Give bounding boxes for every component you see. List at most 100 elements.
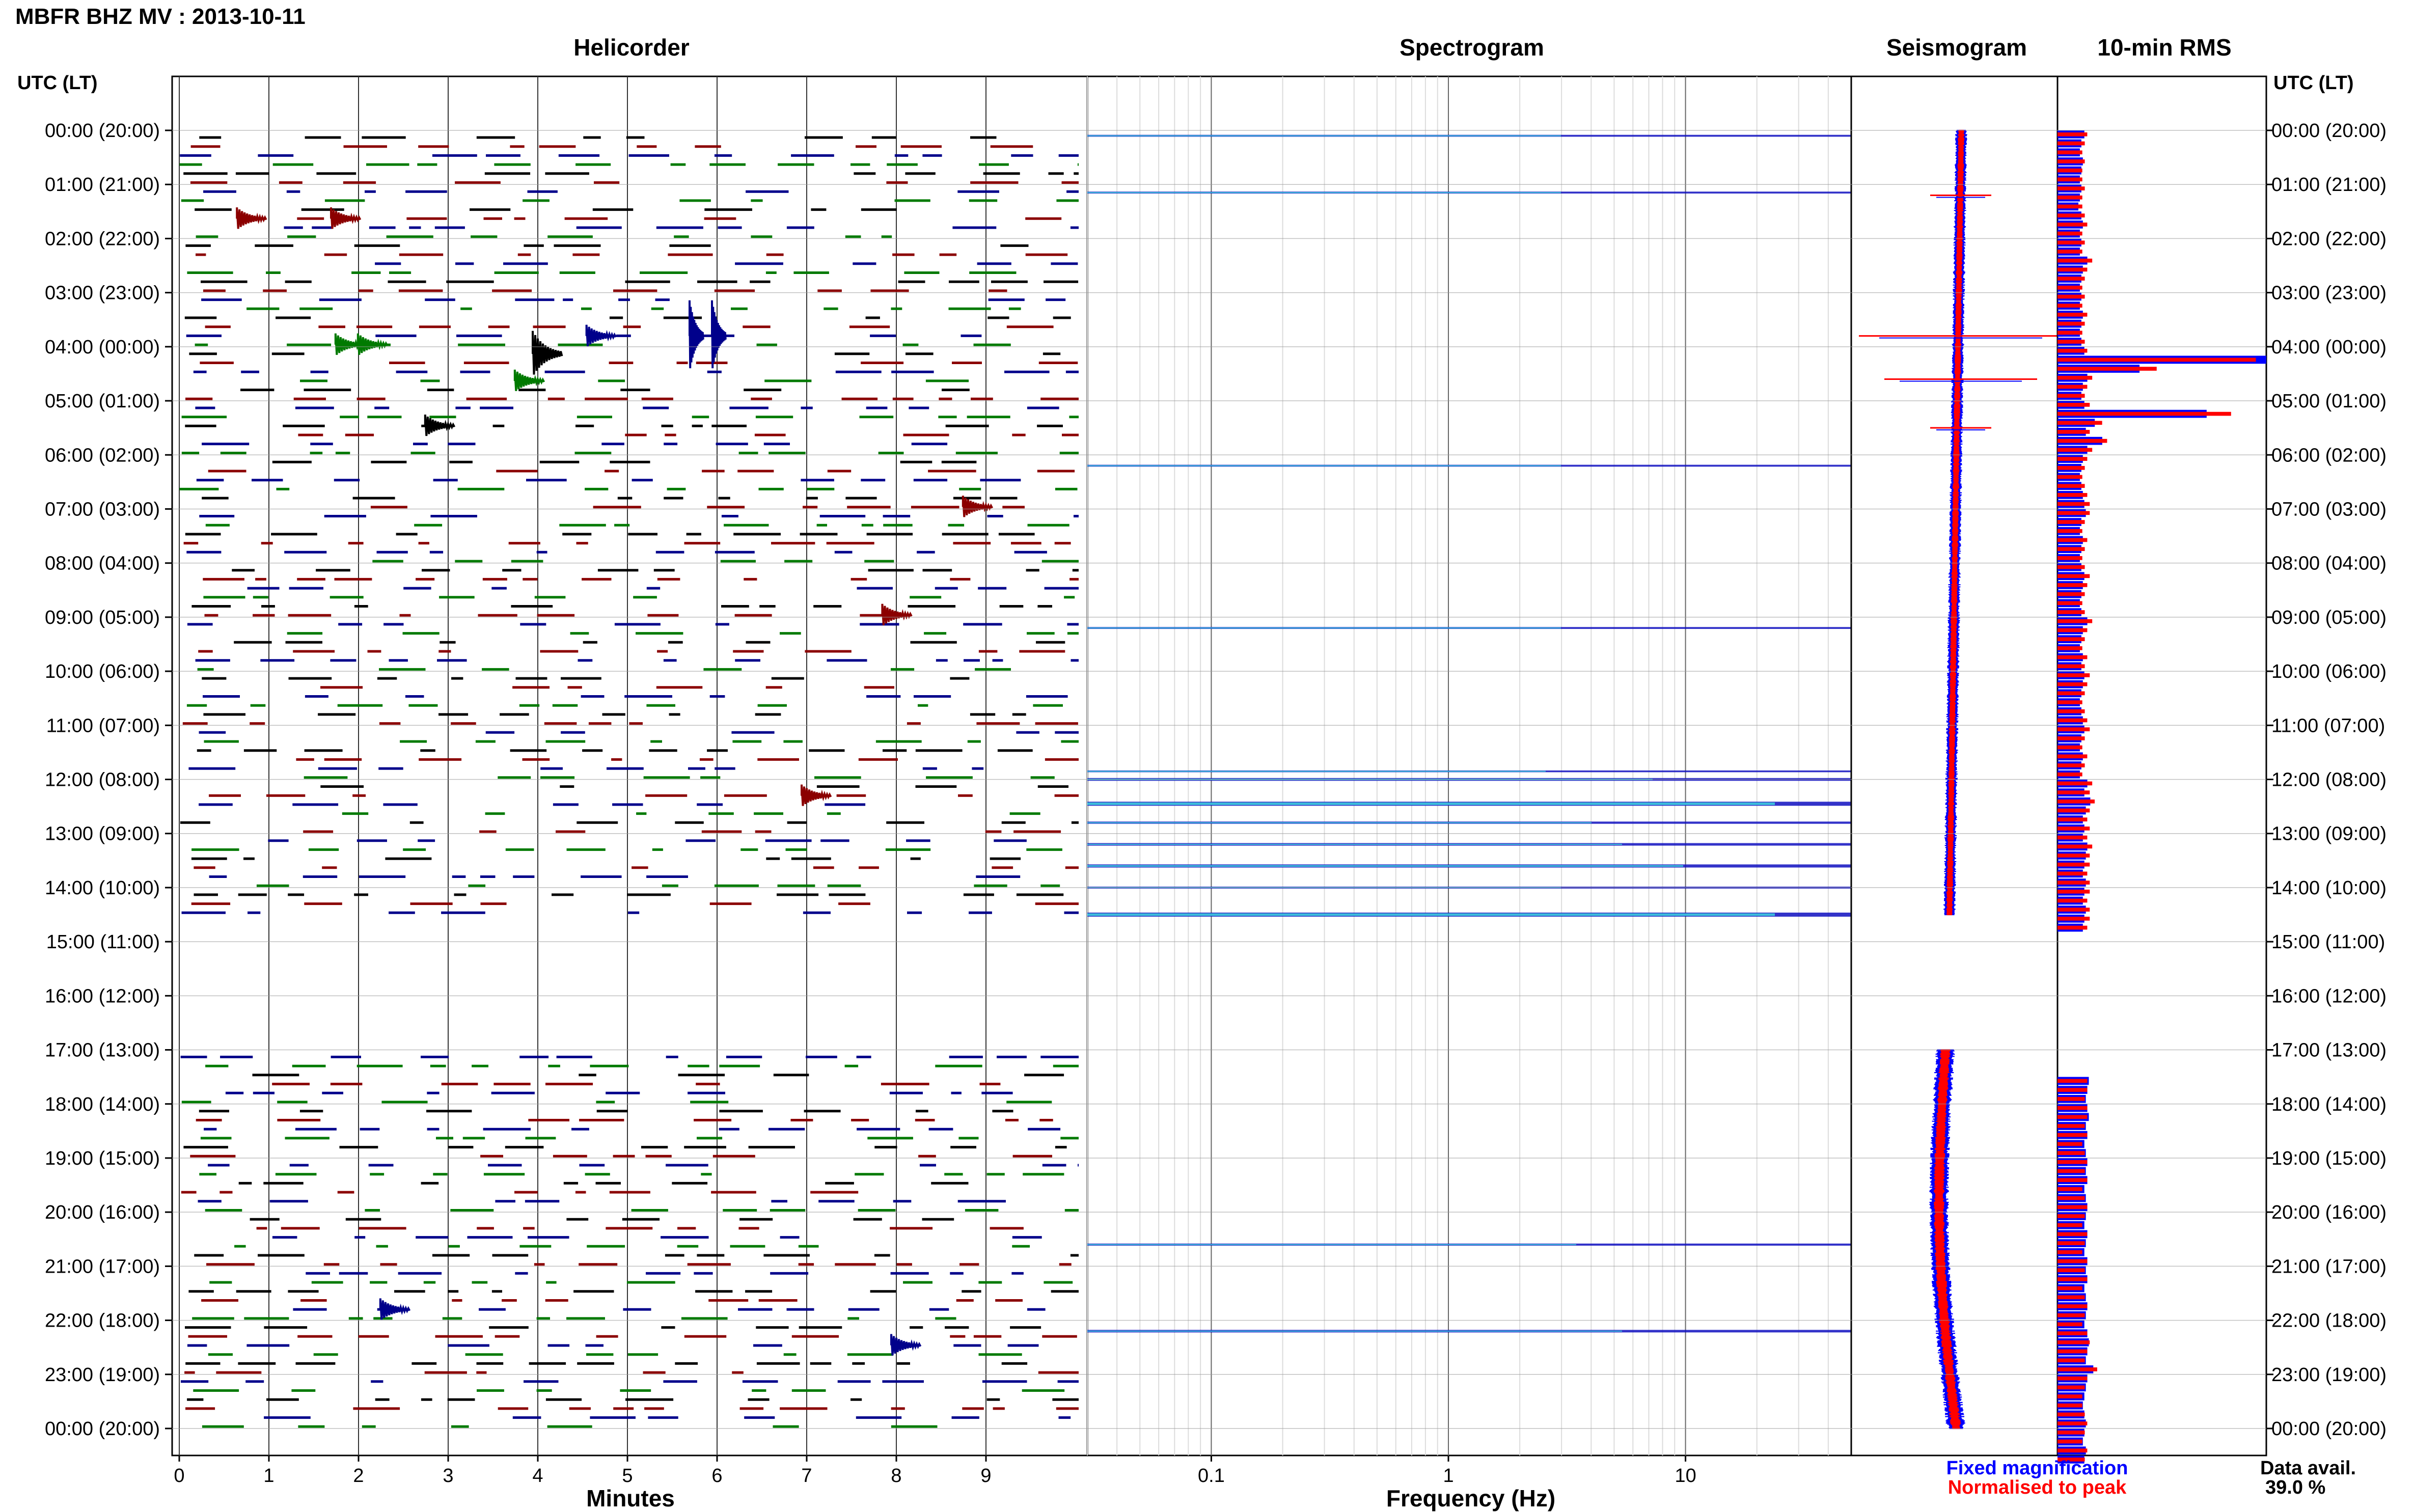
helicorder-event [801, 784, 832, 806]
rms-normalised-bar [2058, 854, 2090, 858]
right-time-label: 06:00 (02:00) [2271, 445, 2386, 466]
right-time-label: 02:00 (22:00) [2271, 228, 2386, 250]
left-time-label: 17:00 (13:00) [45, 1040, 160, 1061]
right-time-label: 18:00 (14:00) [2271, 1094, 2386, 1115]
rms-normalised-bar [2058, 484, 2085, 488]
rms-normalised-bar [2058, 908, 2090, 912]
rms-normalised-bar [2058, 1304, 2088, 1308]
rms-normalised-bar [2058, 1241, 2085, 1245]
rms-normalised-bar [2058, 195, 2082, 200]
helicorder-event [330, 207, 362, 229]
rms-normalised-bar [2058, 331, 2082, 335]
right-time-label: 09:00 (05:00) [2271, 607, 2386, 628]
rms-normalised-bar [2058, 763, 2085, 767]
left-time-label: 20:00 (16:00) [45, 1202, 160, 1223]
rms-normalised-bar [2058, 313, 2088, 317]
left-time-label: 09:00 (05:00) [45, 607, 160, 628]
helicorder-panel: 0 1 2 3 4 5 6 7 8 9 [171, 75, 1088, 1487]
rms-normalised-bar [2058, 682, 2088, 686]
left-time-label: 00:00 (20:00) [45, 1418, 160, 1440]
rms-normalised-bar [2058, 1205, 2088, 1209]
rms-normalised-bar [2058, 340, 2085, 344]
left-time-label: 02:00 (22:00) [45, 228, 160, 250]
rms-normalised-bar [2058, 673, 2090, 677]
rms-normalised-bar [2058, 213, 2085, 218]
rms-normalised-bar [2058, 1223, 2082, 1227]
right-time-label: 12:00 (08:00) [2271, 769, 2386, 791]
rms-normalised-bar [2058, 448, 2093, 452]
helicorder-tick-label: 5 [622, 1465, 633, 1487]
rms-normalised-bar [2058, 1097, 2085, 1101]
spectrogram-title: Spectrogram [1400, 34, 1544, 61]
rms-normalised-bar [2058, 844, 2093, 849]
rms-normalised-bar [2058, 1214, 2085, 1218]
rms-normalised-bar [2058, 1385, 2085, 1390]
rms-normalised-bar [2058, 538, 2088, 542]
rms-normalised-bar [2058, 610, 2085, 614]
rms-normalised-bar [2058, 1106, 2088, 1110]
rms-normalised-bar [2058, 159, 2085, 163]
left-time-label: 23:00 (19:00) [45, 1364, 160, 1386]
right-time-label: 05:00 (01:00) [2271, 391, 2386, 412]
rms-normalised-bar [2058, 430, 2090, 434]
rms-normalised-bar [2058, 1133, 2088, 1137]
rms-normalised-bar [2058, 691, 2085, 696]
time-axes: 00:00 (20:00) 00:00 (20:00) 01:00 (21:00) 0… [45, 120, 2386, 1440]
rms-normalised-bar [2058, 808, 2090, 813]
rms-normalised-bar [2058, 1187, 2082, 1191]
right-time-label: 11:00 (07:00) [2271, 715, 2385, 736]
right-time-label: 01:00 (21:00) [2271, 174, 2386, 196]
right-time-label: 16:00 (12:00) [2271, 985, 2386, 1007]
rms-normalised-bar [2058, 772, 2082, 777]
data-avail-label: Data avail. [2260, 1458, 2356, 1479]
rms-normalised-bar [2058, 240, 2085, 245]
spectrogram-tick-label: 10 [1675, 1465, 1696, 1487]
rms-normalised-bar [2058, 1142, 2082, 1146]
rms-normalised-bar [2058, 348, 2088, 353]
rms-normalised-bar [2058, 862, 2090, 867]
right-time-label: 07:00 (03:00) [2271, 499, 2386, 520]
rms-normalised-bar [2058, 132, 2088, 136]
rms-normalised-bar [2058, 790, 2090, 794]
right-time-label: 17:00 (13:00) [2271, 1040, 2386, 1061]
rms-normalised-bar [2058, 1458, 2085, 1462]
rms-normalised-bar [2058, 1403, 2082, 1408]
rms-normalised-bar [2058, 898, 2088, 903]
legend-normalised-to-peak: Normalised to peak [1947, 1477, 2127, 1498]
rms-normalised-bar [2058, 250, 2082, 254]
spectrogram-tick-label: 1 [1443, 1465, 1453, 1487]
rms-normalised-bar [2058, 177, 2082, 182]
rms-normalised-bar [2058, 1250, 2082, 1254]
right-time-label: 14:00 (10:00) [2271, 877, 2386, 899]
rms-normalised-bar [2058, 403, 2090, 407]
rms-normalised-bar [2058, 889, 2090, 894]
rms-normalised-bar [2058, 547, 2085, 551]
helicorder-event [890, 1334, 922, 1356]
helicorder-event [424, 414, 456, 436]
rms-normalised-bar [2058, 231, 2082, 236]
rms-normalised-bar [2058, 394, 2085, 398]
rms-panel [2056, 75, 2267, 1464]
spectrogram-tick-label: 0.1 [1198, 1465, 1225, 1487]
helicorder-tick-label: 8 [891, 1465, 901, 1487]
left-time-label: 14:00 (10:00) [45, 877, 160, 899]
rms-normalised-bar [2058, 1196, 2085, 1200]
left-time-label: 00:00 (20:00) [45, 120, 160, 142]
left-time-header: UTC (LT) [17, 72, 98, 94]
rms-normalised-bar [2058, 294, 2085, 299]
rms-normalised-bar [2058, 1115, 2088, 1119]
helicorder-event [379, 1298, 411, 1320]
right-time-label: 08:00 (04:00) [2271, 553, 2386, 574]
data-avail-value: 39.0 % [2265, 1477, 2326, 1498]
rms-normalised-bar [2058, 871, 2088, 876]
helicorder-event [689, 300, 704, 369]
rms-normalised-bar [2058, 1448, 2088, 1453]
right-time-label: 22:00 (18:00) [2271, 1310, 2386, 1332]
right-time-label: 10:00 (06:00) [2271, 661, 2386, 682]
helicorder-event [881, 603, 913, 625]
rms-normalised-bar [2058, 358, 2256, 362]
rms-normalised-bar [2058, 1431, 2085, 1435]
rms-normalised-bar [2058, 1331, 2088, 1335]
rms-normalised-bar [2058, 1349, 2088, 1354]
right-time-label: 00:00 (20:00) [2271, 120, 2386, 142]
